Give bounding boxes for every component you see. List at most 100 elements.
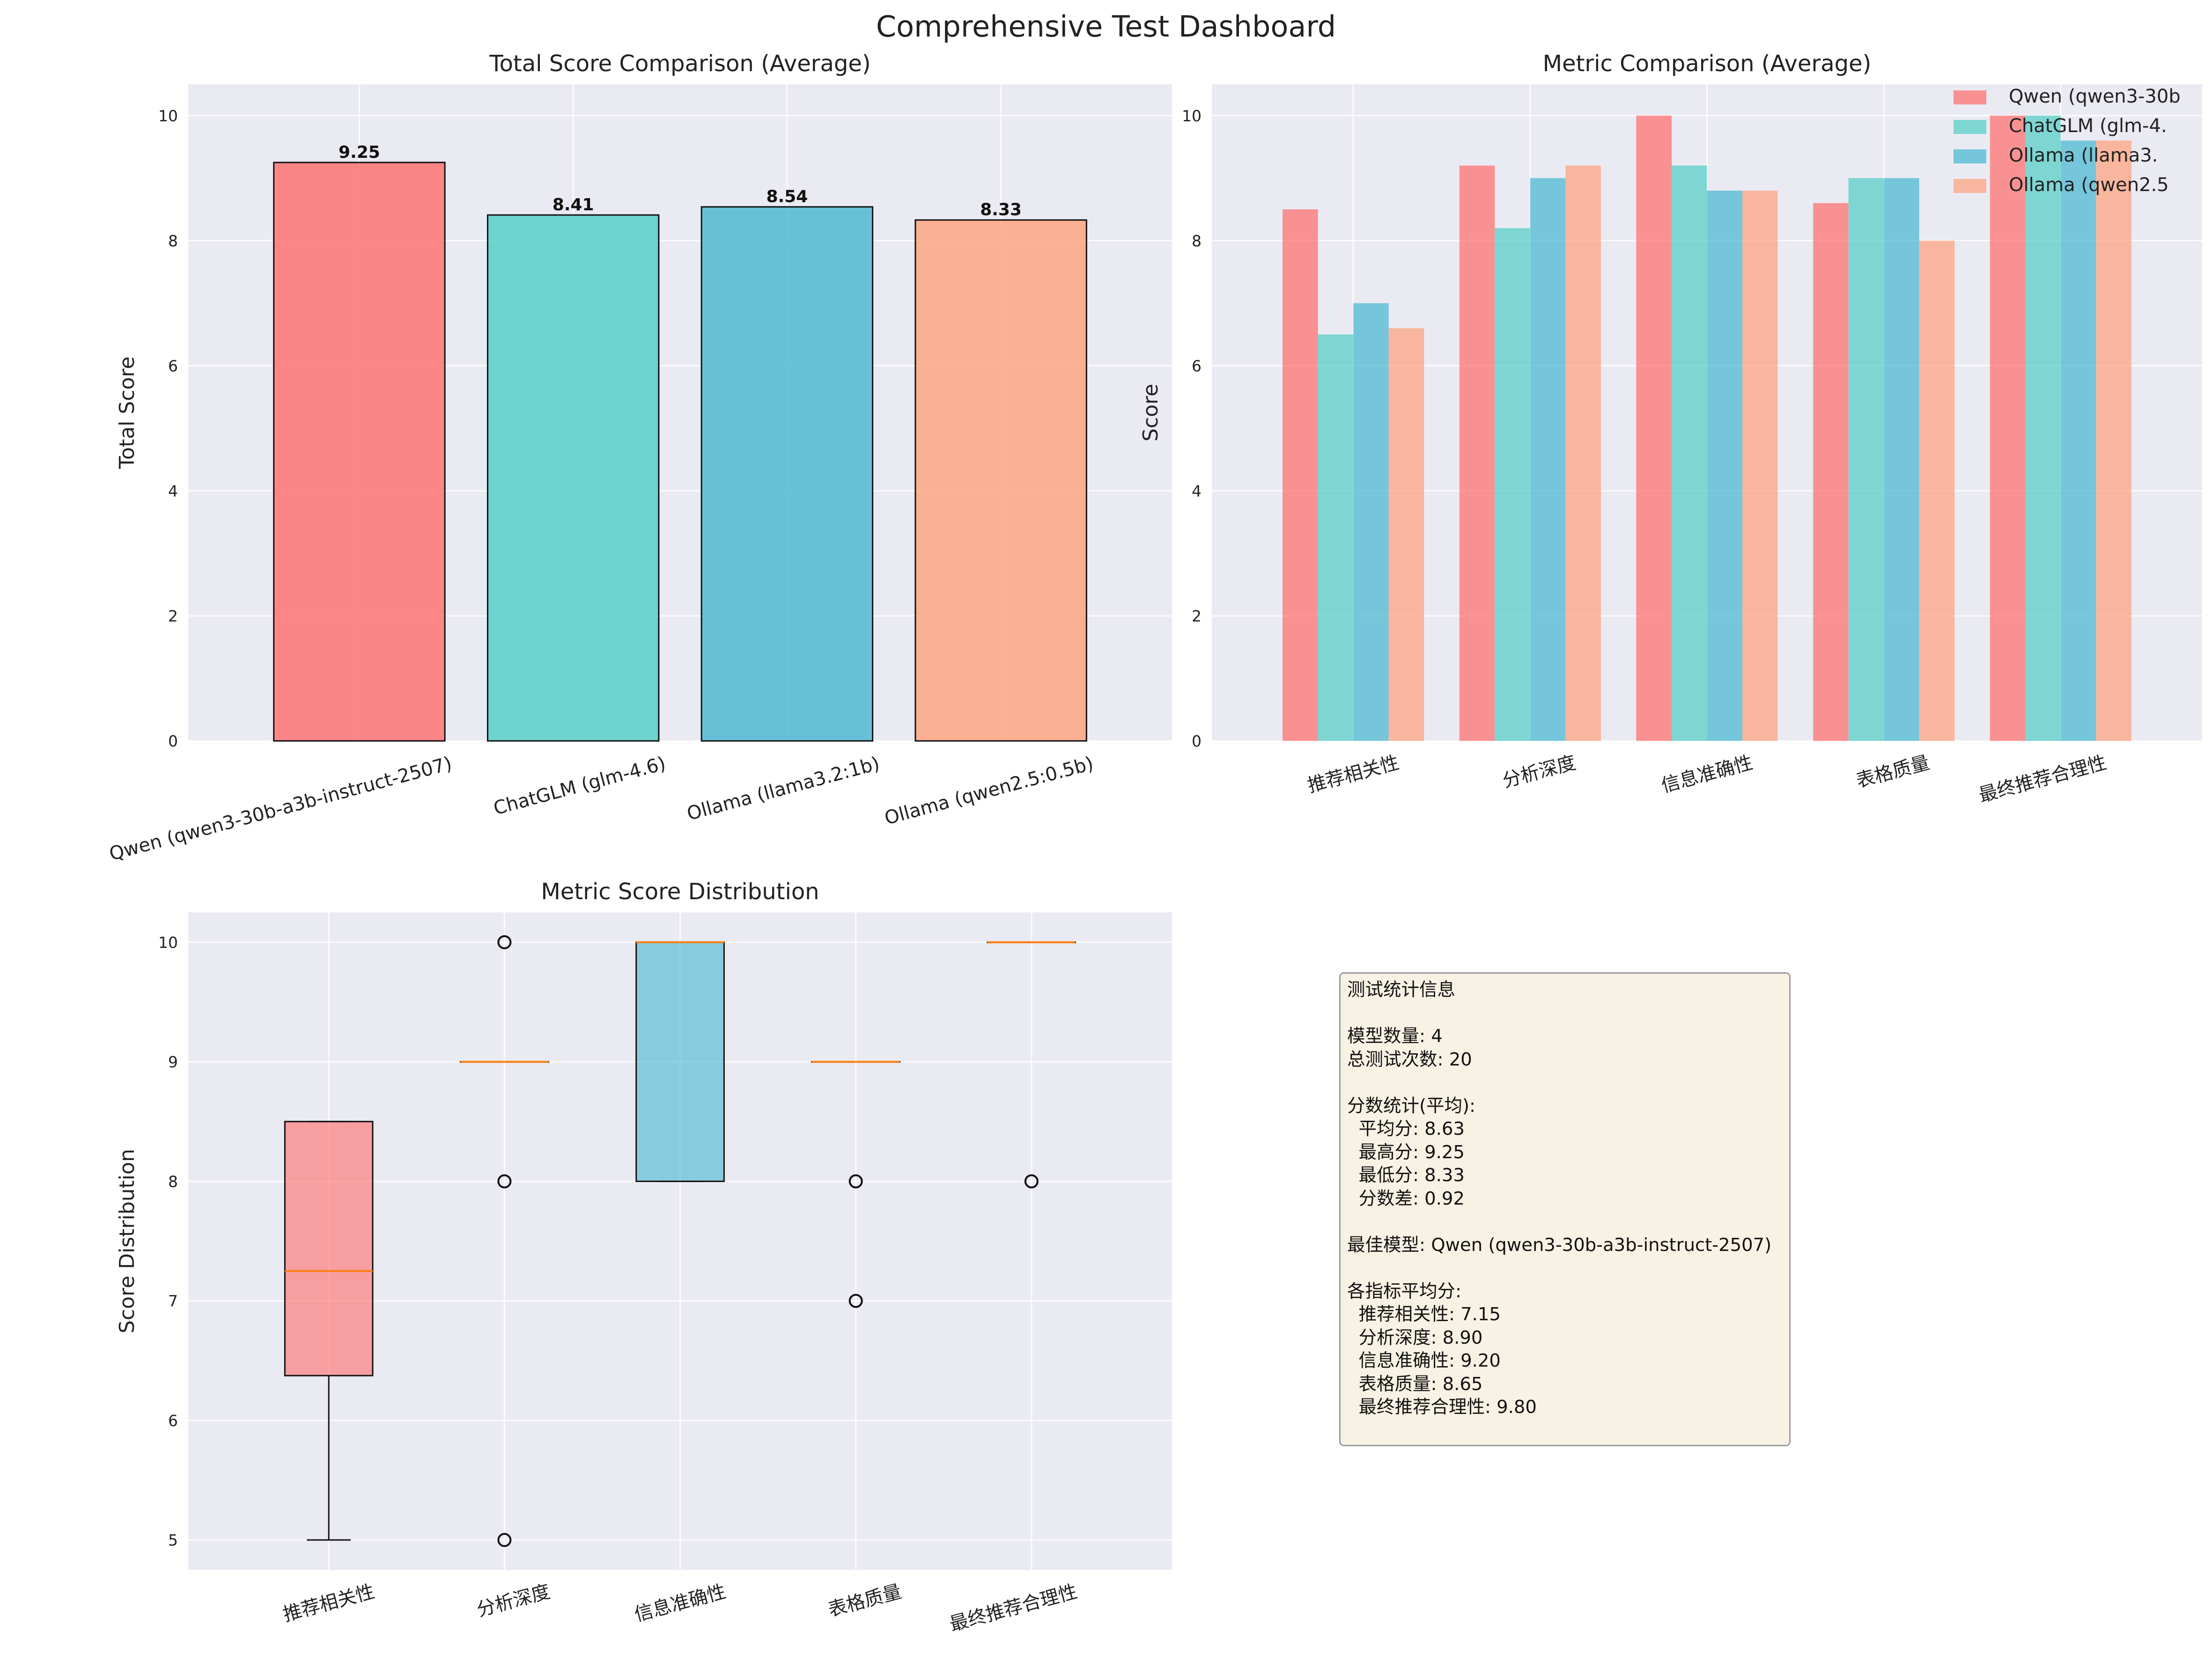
metric-bar xyxy=(1530,178,1566,741)
total-score-chart: 0 2 4 6 8 10 Total Score Comparison (Average) T… xyxy=(107,51,1172,865)
metric-bar xyxy=(1353,303,1389,741)
stats-line: 信息准确性: 9.20 xyxy=(1347,1350,1501,1371)
x-tick-label: Ollama (llama3.2:1b) xyxy=(685,753,882,825)
y-tick-label: 6 xyxy=(1192,357,1202,375)
stats-line: 分数统计(平均): xyxy=(1347,1095,1476,1117)
x-tick-label: 最终推荐合理性 xyxy=(947,1581,1079,1635)
metric-bar xyxy=(1671,165,1707,741)
x-tick-label: 信息准确性 xyxy=(1659,752,1755,797)
x-tick-label: 表格质量 xyxy=(826,1581,904,1621)
legend-label: ChatGLM (glm-4. xyxy=(2009,115,2167,137)
data-label: 8.41 xyxy=(553,195,594,215)
y-tick-label: 4 xyxy=(168,482,178,500)
data-label: 8.33 xyxy=(980,200,1022,220)
stats-line: 平均分: 8.63 xyxy=(1347,1118,1465,1139)
metric-distribution-chart: 5 6 7 8 9 10 Metric Score Distribution Score Di… xyxy=(115,879,1172,1635)
metric-bar xyxy=(1990,115,2026,741)
box-outlier xyxy=(497,1174,512,1189)
chart-title: Metric Comparison (Average) xyxy=(1543,51,1872,77)
y-tick-label: 10 xyxy=(1182,107,1202,125)
legend-swatch xyxy=(1954,120,1986,134)
box-outlier xyxy=(848,1294,863,1308)
x-tick-label: 表格质量 xyxy=(1854,752,1932,792)
legend-label: Ollama (llama3. xyxy=(2009,145,2158,166)
x-tick-label: Ollama (qwen2.5:0.5b) xyxy=(882,753,1096,829)
box-body xyxy=(635,941,725,1182)
stats-line: 最佳模型: Qwen (qwen3-30b-a3b-instruct-2507) xyxy=(1347,1234,1772,1256)
stats-line xyxy=(1347,1257,1783,1280)
stats-line xyxy=(1347,1210,1783,1234)
data-label: 8.54 xyxy=(766,187,808,207)
x-tick-label: 推荐相关性 xyxy=(1305,752,1401,797)
metric-bar xyxy=(1884,178,1919,741)
x-tick-label: 最终推荐合理性 xyxy=(1976,752,2109,806)
y-tick-label: 8 xyxy=(1192,232,1202,250)
total-score-bar xyxy=(273,162,446,742)
stats-line: 测试统计信息 xyxy=(1347,979,1456,1000)
stats-line: 各指标平均分: xyxy=(1347,1280,1461,1302)
stats-line: 模型数量: 4 xyxy=(1347,1026,1443,1047)
y-tick-label: 10 xyxy=(158,107,178,125)
total-score-bar xyxy=(700,206,874,742)
legend-label: Qwen (qwen3-30b xyxy=(2009,86,2181,107)
y-tick-label: 0 xyxy=(168,732,178,750)
y-axis-label: Score Distribution xyxy=(115,1149,139,1333)
chart-title: Total Score Comparison (Average) xyxy=(489,51,870,77)
stats-line: 总测试次数: 20 xyxy=(1347,1049,1472,1070)
y-tick-label: 5 xyxy=(168,1531,178,1549)
y-axis-label: Total Score xyxy=(115,356,139,469)
metric-bar xyxy=(2096,141,2131,741)
y-tick-label: 4 xyxy=(1192,482,1202,500)
x-tick-label: 分析深度 xyxy=(474,1581,552,1621)
metric-bar xyxy=(1283,209,1318,741)
y-tick-label: 8 xyxy=(168,232,178,250)
y-tick-label: 7 xyxy=(168,1292,178,1310)
metric-bar xyxy=(1919,240,1955,741)
y-tick-label: 8 xyxy=(168,1172,178,1191)
x-tick-label: Qwen (qwen3-30b-a3b-instruct-2507) xyxy=(107,753,454,865)
legend-label: Ollama (qwen2.5 xyxy=(2009,174,2169,196)
metric-bar xyxy=(1848,178,1884,741)
box-outlier xyxy=(497,935,512,949)
y-tick-label: 6 xyxy=(168,357,178,375)
metric-bar xyxy=(1459,165,1495,741)
x-tick-label: ChatGLM (glm-4.6) xyxy=(491,753,668,819)
stats-line: 表格质量: 8.65 xyxy=(1347,1373,1483,1395)
metric-bar xyxy=(2025,115,2061,741)
y-tick-label: 6 xyxy=(168,1412,178,1430)
total-score-bar xyxy=(487,214,660,742)
metric-comparison-chart: 0 2 4 6 8 10 Metric Comparison (Average) Score 推… xyxy=(1139,51,2202,806)
total-score-bar xyxy=(914,219,1087,742)
metric-bar xyxy=(1388,328,1424,741)
metric-bar xyxy=(1636,115,1672,741)
box-outlier xyxy=(1024,1174,1039,1189)
metric-bar xyxy=(2060,141,2096,741)
y-tick-label: 0 xyxy=(1192,732,1202,750)
stats-line xyxy=(1347,1002,1783,1025)
metric-bar xyxy=(1495,228,1530,741)
y-tick-label: 10 xyxy=(158,933,178,952)
x-tick-label: 分析深度 xyxy=(1500,752,1578,792)
box-body xyxy=(284,1121,374,1376)
y-tick-label: 2 xyxy=(168,607,178,625)
y-axis-label: Score xyxy=(1139,384,1163,441)
stats-line: 最高分: 9.25 xyxy=(1347,1141,1465,1163)
metric-bar xyxy=(1707,190,1743,741)
x-tick-label: 推荐相关性 xyxy=(281,1581,377,1626)
stats-line: 分数差: 0.92 xyxy=(1347,1188,1465,1209)
legend-swatch xyxy=(1954,90,1986,104)
metric-bar xyxy=(1813,203,1849,741)
legend-swatch xyxy=(1954,149,1986,163)
x-tick-label: 信息准确性 xyxy=(632,1581,728,1626)
stats-line: 分析深度: 8.90 xyxy=(1347,1327,1483,1348)
page-title: Comprehensive Test Dashboard xyxy=(876,9,1336,44)
stats-line: 最低分: 8.33 xyxy=(1347,1165,1465,1186)
box-outlier xyxy=(848,1174,863,1189)
box-outlier xyxy=(497,1533,512,1547)
metric-bar xyxy=(1318,334,1354,741)
stats-line xyxy=(1347,1071,1783,1095)
stats-line: 推荐相关性: 7.15 xyxy=(1347,1304,1501,1325)
y-tick-label: 9 xyxy=(168,1053,178,1071)
metric-bar xyxy=(1742,190,1778,741)
